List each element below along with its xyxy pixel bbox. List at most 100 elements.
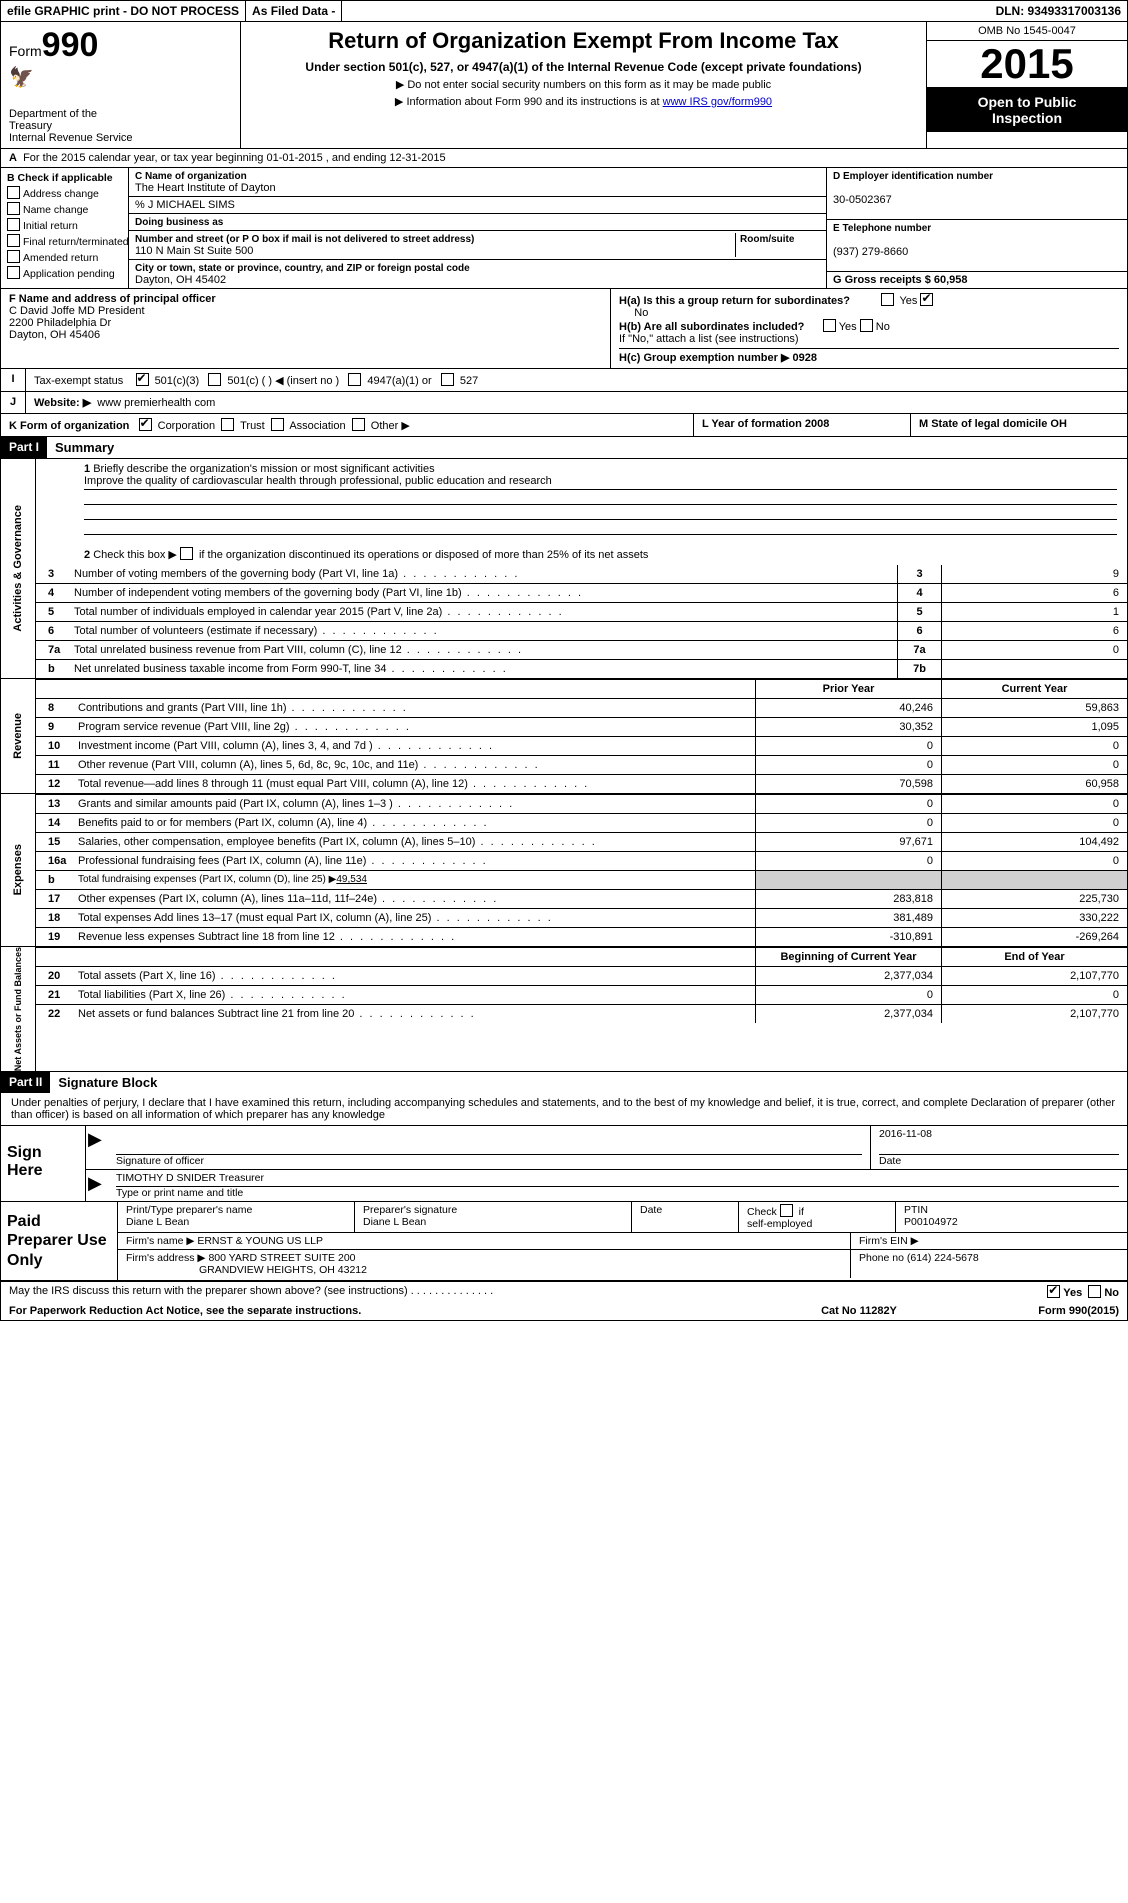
section-expenses: Expenses 13 Grants and similar amounts p… [1,794,1127,947]
footer-discuss: May the IRS discuss this return with the… [1,1281,1127,1302]
checkbox-icon[interactable] [139,418,152,431]
financial-line: 17 Other expenses (Part IX, column (A), … [36,889,1127,908]
form-number: Form990 [9,26,232,65]
line-16b: b Total fundraising expenses (Part IX, c… [36,870,1127,889]
irs-link[interactable]: www IRS gov/form990 [663,96,772,108]
checkbox-icon[interactable] [271,418,284,431]
principal-officer: F Name and address of principal officer … [1,289,611,368]
tax-exempt-status: Tax-exempt status 501(c)(3) 501(c) ( ) ◀… [26,369,1127,391]
cell-city: City or town, state or province, country… [129,260,826,288]
cell-dba: Doing business as [129,214,826,231]
column-d-e-g: D Employer identification number 30-0502… [826,168,1127,288]
prep-row-2: Firm's name ▶ ERNST & YOUNG US LLP Firm'… [118,1233,1127,1250]
revenue-body: Prior Year Current Year 8 Contributions … [36,679,1127,793]
chk-final-return: Final return/terminated [7,234,122,248]
cell-org-name: C Name of organization The Heart Institu… [129,168,826,197]
section-revenue: Revenue Prior Year Current Year 8 Contri… [1,679,1127,794]
row-f-h: F Name and address of principal officer … [1,289,1127,369]
chk-amended-return: Amended return [7,250,122,264]
open-to-public: Open to Public Inspection [927,88,1127,132]
expenses-body: 13 Grants and similar amounts paid (Part… [36,794,1127,946]
part-1-title: Summary [47,437,122,458]
vlabel-expenses: Expenses [1,794,36,946]
checkbox-icon[interactable] [1047,1285,1060,1298]
mission-text: Improve the quality of cardiovascular he… [84,475,1117,490]
financial-line: 19 Revenue less expenses Subtract line 1… [36,927,1127,946]
gov-line: b Net unrelated business taxable income … [36,659,1127,678]
sig-row-2: ▶ TIMOTHY D SNIDER Treasurer Type or pri… [86,1170,1127,1201]
financial-line: 21 Total liabilities (Part X, line 26) 0… [36,985,1127,1004]
section-governance: Activities & Governance 1 Briefly descri… [1,459,1127,679]
sig-row-1: ▶ Signature of officer 2016-11-08 Date [86,1126,1127,1170]
row-i-tax-exempt: I Tax-exempt status 501(c)(3) 501(c) ( )… [1,369,1127,392]
checkbox-icon[interactable] [208,373,221,386]
checkbox-icon[interactable] [823,319,836,332]
chk-initial-return: Initial return [7,218,122,232]
form-990-page: efile GRAPHIC print - DO NOT PROCESS As … [0,0,1128,1321]
checkbox-icon[interactable] [7,250,20,263]
gov-line: 5 Total number of individuals employed i… [36,602,1127,621]
checkbox-icon[interactable] [780,1204,793,1217]
gov-line: 3 Number of voting members of the govern… [36,565,1127,583]
state-of-domicile: M State of legal domicile OH [911,414,1127,436]
part-1-badge: Part I [1,437,47,458]
form-title: Return of Organization Exempt From Incom… [251,28,916,54]
arrow-icon: ▶ [86,1126,108,1169]
net-assets-body: Beginning of Current Year End of Year 20… [36,947,1127,1071]
paid-preparer-label: Paid Preparer Use Only [1,1202,118,1280]
website-value: Website: ▶ www premierhealth com [26,392,1127,413]
sign-here-label: Sign Here [1,1126,86,1201]
part-2-header-row: Part II Signature Block [1,1072,1127,1093]
gov-line: 7a Total unrelated business revenue from… [36,640,1127,659]
as-filed-label: As Filed Data - [246,1,342,21]
header-left: Form990 🦅 Department of the Treasury Int… [1,22,241,148]
row-a-tax-year: A For the 2015 calendar year, or tax yea… [1,149,1127,168]
checkbox-icon[interactable] [920,293,933,306]
cell-phone: E Telephone number (937) 279-8660 [827,220,1127,272]
checkbox-icon[interactable] [348,373,361,386]
chk-address-change: Address change [7,186,122,200]
vlabel-net-assets: Net Assets or Fund Balances [1,947,36,1071]
checkbox-icon[interactable] [352,418,365,431]
cell-care-of: % J MICHAEL SIMS [129,197,826,214]
checkbox-icon[interactable] [7,218,20,231]
financial-line: 22 Net assets or fund balances Subtract … [36,1004,1127,1023]
checkbox-icon[interactable] [7,202,20,215]
department-label: Department of the Treasury Internal Reve… [9,108,232,144]
arrow-icon: ▶ [86,1170,108,1201]
checkbox-icon[interactable] [7,234,20,247]
financial-line: 16a Professional fundraising fees (Part … [36,851,1127,870]
form-990-number: 990 [42,26,99,64]
section-net-assets: Net Assets or Fund Balances Beginning of… [1,947,1127,1072]
column-b-checkboxes: B Check if applicable Address change Nam… [1,168,129,288]
governance-body: 1 Briefly describe the organization's mi… [36,459,1127,678]
checkbox-icon[interactable] [441,373,454,386]
checkbox-icon[interactable] [7,186,20,199]
financial-line: 8 Contributions and grants (Part VIII, l… [36,698,1127,717]
checkbox-icon[interactable] [7,266,20,279]
financial-line: 13 Grants and similar amounts paid (Part… [36,794,1127,813]
financial-line: 15 Salaries, other compensation, employe… [36,832,1127,851]
form-header: Form990 🦅 Department of the Treasury Int… [1,22,1127,149]
financial-line: 20 Total assets (Part X, line 16) 2,377,… [36,966,1127,985]
form-subtitle: Under section 501(c), 527, or 4947(a)(1)… [251,60,916,74]
footer-bottom: For Paperwork Reduction Act Notice, see … [1,1302,1127,1320]
q2-text: Check this box ▶ if the organization dis… [93,549,648,561]
net-assets-col-headers: Beginning of Current Year End of Year [36,947,1127,966]
checkbox-icon[interactable] [136,373,149,386]
paid-preparer-block: Paid Preparer Use Only Print/Type prepar… [1,1202,1127,1281]
checkbox-icon[interactable] [860,319,873,332]
part-1-header-row: Part I Summary [1,437,1127,459]
checkbox-icon[interactable] [180,547,193,560]
dln-value: DLN: 93493317003136 [990,1,1127,21]
form-note-1: Do not enter social security numbers on … [251,78,916,91]
form-of-org: K Form of organization Corporation Trust… [1,414,694,436]
eagle-icon: 🦅 [9,65,232,90]
financial-line: 10 Investment income (Part VIII, column … [36,736,1127,755]
checkbox-icon[interactable] [221,418,234,431]
cell-ein: D Employer identification number 30-0502… [827,168,1127,220]
financial-line: 9 Program service revenue (Part VIII, li… [36,717,1127,736]
checkbox-icon[interactable] [1088,1285,1101,1298]
prep-row-3: Firm's address ▶ 800 YARD STREET SUITE 2… [118,1250,1127,1278]
checkbox-icon[interactable] [881,293,894,306]
